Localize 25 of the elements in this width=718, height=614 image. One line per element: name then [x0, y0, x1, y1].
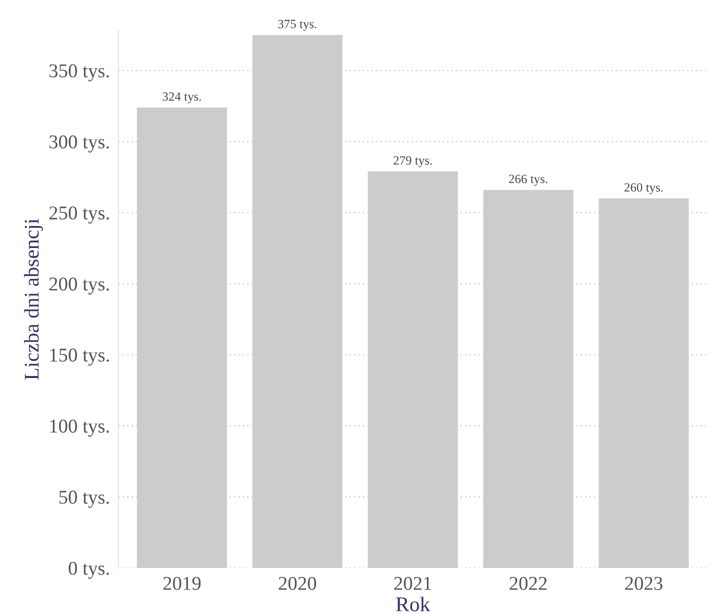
data-label: 279 tys. — [394, 156, 432, 168]
data-label: 266 tys. — [509, 174, 548, 186]
bar — [252, 34, 342, 568]
data-label: 324 tys. — [162, 92, 201, 104]
y-tick-label: 0 tys. — [68, 562, 109, 579]
y-axis-title: Liczba dni absencji — [24, 218, 43, 380]
y-tick-label: 50 tys. — [59, 490, 109, 508]
y-tick-label: 200 tys. — [49, 277, 109, 295]
y-tick-label: 100 tys. — [50, 420, 109, 437]
x-tick-label: 2020 — [278, 576, 316, 590]
y-tick-label: 150 tys. — [50, 348, 109, 366]
x-axis-title: Rok — [396, 596, 430, 612]
y-tick-label: 250 tys. — [49, 206, 109, 224]
x-tick-label: 2022 — [510, 576, 547, 590]
x-tick-label: 2021 — [394, 576, 432, 590]
y-tick-label: 350 tys. — [49, 64, 109, 82]
x-tick-label: 2023 — [625, 576, 662, 590]
bar — [483, 190, 574, 568]
y-tick-label: 300 tys. — [49, 135, 109, 152]
bar — [136, 107, 227, 568]
bar — [368, 171, 458, 568]
data-label: 260 tys. — [624, 183, 663, 194]
data-label: 375 tys. — [278, 20, 316, 31]
x-tick-label: 2019 — [163, 576, 201, 590]
bar — [598, 198, 689, 568]
